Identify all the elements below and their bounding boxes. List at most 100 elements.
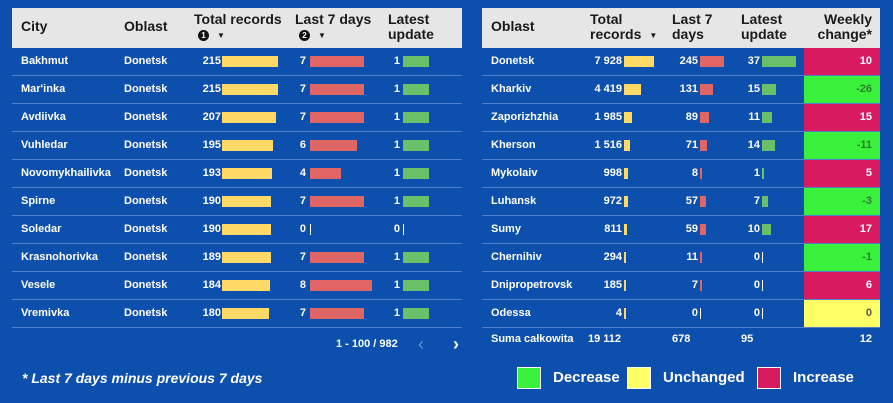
total-records-bar <box>222 252 272 263</box>
last-7-days-cell: 6 <box>299 139 306 151</box>
weekly-change-cell: 0 <box>804 300 880 327</box>
oblast-cell: Donetsk <box>124 83 168 95</box>
latest-update-cell: 1 <box>753 167 760 179</box>
oblast-cell: Donetsk <box>124 195 168 207</box>
total-records-bar <box>222 56 278 67</box>
total-records-bar <box>624 280 626 291</box>
total-records-cell: 4 419 <box>594 83 622 95</box>
last-7-days-bar-empty <box>310 224 311 235</box>
table-row[interactable]: Odessa 4 0 0 0 <box>482 300 880 328</box>
city-cell: Mar'inka <box>21 83 66 95</box>
latest-update-cell: 0 <box>393 223 400 235</box>
header-city[interactable]: City <box>21 18 48 34</box>
oblast-cell: Mykolaiv <box>491 167 538 179</box>
sort-order-badge-1: 1 <box>198 29 209 41</box>
total-records-cell: 294 <box>603 251 622 263</box>
weekly-change-cell: -26 <box>804 76 880 103</box>
total-records-cell: 215 <box>202 83 221 95</box>
latest-update-cell: 1 <box>393 55 400 67</box>
table-row[interactable]: Chernihiv 294 11 0 -1 <box>482 244 880 272</box>
oblast-cell: Donetsk <box>491 55 535 67</box>
last-7-days-bar <box>310 196 365 207</box>
chevron-left-icon[interactable]: ‹ <box>418 334 424 354</box>
latest-update-cell: 15 <box>747 83 760 95</box>
total-records-cell: 1 516 <box>594 139 622 151</box>
sort-order-badge-2: 2 <box>299 29 310 41</box>
last-7-days-cell: 71 <box>685 139 698 151</box>
header-latest-update[interactable]: Latest update <box>388 11 434 42</box>
latest-update-bar <box>403 84 429 95</box>
latest-update-cell: 10 <box>747 223 760 235</box>
oblast-cell: Donetsk <box>124 139 168 151</box>
latest-update-bar-empty <box>762 308 763 319</box>
oblast-cell: Kherson <box>491 139 536 151</box>
latest-update-bar <box>403 252 429 263</box>
last-7-days-cell: 7 <box>299 83 306 95</box>
table-row[interactable]: Luhansk 972 57 7 -3 <box>482 188 880 216</box>
header-oblast[interactable]: Oblast <box>491 18 535 34</box>
latest-update-cell: 1 <box>393 307 400 319</box>
table-row[interactable]: Mar'inka Donetsk 215 7 1 <box>12 76 462 104</box>
table-row[interactable]: Kherson 1 516 71 14 -11 <box>482 132 880 160</box>
total-records-bar <box>624 168 628 179</box>
table-row[interactable]: Spirne Donetsk 190 7 1 <box>12 188 462 216</box>
table-row[interactable]: Dnipropetrovsk 185 7 0 6 <box>482 272 880 300</box>
last-7-days-cell: 8 <box>691 167 698 179</box>
legend-swatch-unchanged <box>627 367 651 389</box>
header-last-7-days[interactable]: Last 7 days <box>672 11 713 42</box>
city-cell: Avdiivka <box>21 111 66 123</box>
last-7-days-cell: 7 <box>299 251 306 263</box>
oblast-cell: Donetsk <box>124 223 168 235</box>
oblast-cell: Sumy <box>491 223 521 235</box>
total-records-bar <box>222 308 269 319</box>
latest-update-cell: 0 <box>753 251 760 263</box>
legend-label: Unchanged <box>663 369 745 386</box>
table-row[interactable]: Soledar Donetsk 190 0 0 <box>12 216 462 244</box>
last-7-days-cell: 7 <box>299 307 306 319</box>
table-row[interactable]: Bakhmut Donetsk 215 7 1 <box>12 48 462 76</box>
table-row[interactable]: Zaporizhzhia 1 985 89 11 15 <box>482 104 880 132</box>
last-7-days-cell: 57 <box>685 195 698 207</box>
header-oblast[interactable]: Oblast <box>124 18 168 34</box>
table-row[interactable]: Avdiivka Donetsk 207 7 1 <box>12 104 462 132</box>
latest-update-cell: 1 <box>393 111 400 123</box>
latest-update-bar <box>403 140 429 151</box>
latest-update-bar <box>762 140 775 151</box>
total-records-cell: 215 <box>202 55 221 67</box>
latest-update-cell: 14 <box>747 139 760 151</box>
total-records-cell: 193 <box>202 167 221 179</box>
weekly-change-cell: 15 <box>804 104 880 131</box>
last-7-days-bar <box>310 308 365 319</box>
table-row[interactable]: Vuhledar Donetsk 195 6 1 <box>12 132 462 160</box>
latest-update-bar-empty <box>403 224 404 235</box>
table-row[interactable]: Sumy 811 59 10 17 <box>482 216 880 244</box>
header-total-records[interactable]: Total records 1 ▼ <box>194 12 292 43</box>
table-row[interactable]: Novomykhailivka Donetsk 193 4 1 <box>12 160 462 188</box>
weekly-change-cell: 5 <box>804 160 880 187</box>
header-latest-update[interactable]: Latest update <box>741 11 787 42</box>
weekly-change-value: -3 <box>862 195 872 207</box>
header-total-records[interactable]: Total records ▼ <box>590 12 660 43</box>
oblast-cell: Donetsk <box>124 111 168 123</box>
latest-update-bar <box>403 308 429 319</box>
table-row[interactable]: Vesele Donetsk 184 8 1 <box>12 272 462 300</box>
table-row[interactable]: Vremivka Donetsk 180 7 1 <box>12 300 462 328</box>
table-row[interactable]: Donetsk 7 928 245 37 10 <box>482 48 880 76</box>
last-7-days-bar <box>700 224 706 235</box>
latest-update-bar <box>762 168 764 179</box>
latest-update-bar <box>762 84 776 95</box>
header-weekly-change[interactable]: Weekly change* <box>817 11 872 42</box>
latest-update-cell: 1 <box>393 195 400 207</box>
chevron-right-icon[interactable]: › <box>453 334 459 354</box>
header-last-7-days[interactable]: Last 7 days 2 ▼ <box>295 12 385 43</box>
table-row[interactable]: Krasnohorivka Donetsk 189 7 1 <box>12 244 462 272</box>
table-row[interactable]: Kharkiv 4 419 131 15 -26 <box>482 76 880 104</box>
total-records-bar <box>222 168 273 179</box>
table-row[interactable]: Mykolaiv 998 8 1 5 <box>482 160 880 188</box>
last-7-days-cell: 59 <box>685 223 698 235</box>
city-table-header: City Oblast Total records 1 ▼ Last 7 days… <box>12 8 462 48</box>
total-records-cell: 185 <box>603 279 622 291</box>
city-table-body: Bakhmut Donetsk 215 7 1 Mar'inka Donetsk 215 7 1 A… <box>12 48 462 328</box>
last-7-days-cell: 0 <box>299 223 306 235</box>
total-records-cell: 207 <box>202 111 221 123</box>
